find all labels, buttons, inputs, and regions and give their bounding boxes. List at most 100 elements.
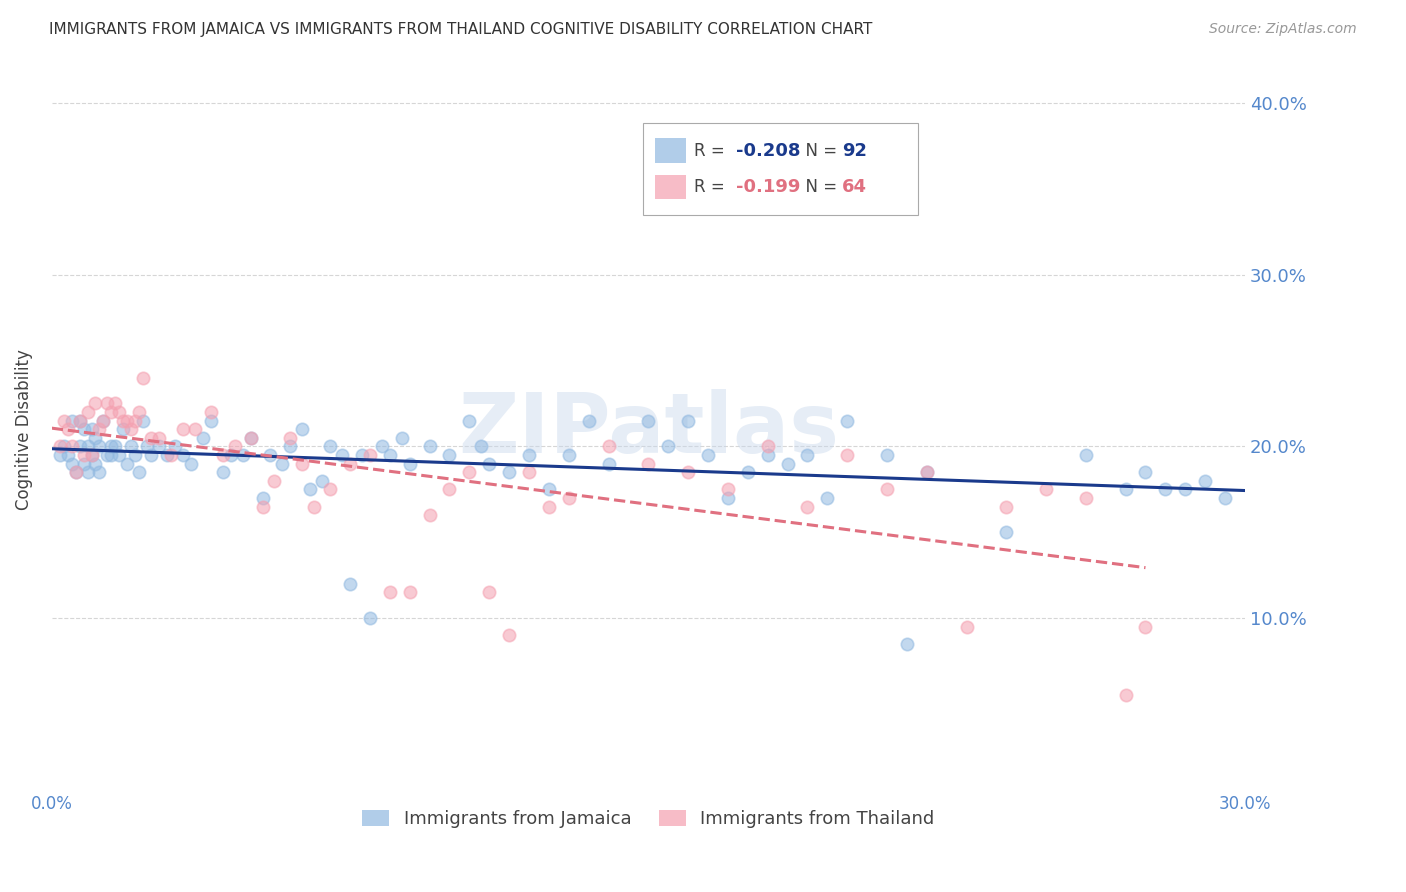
Point [112,414,135,428]
Point [108,405,131,419]
Point [80,422,103,436]
Text: -0.208: -0.208 [737,142,801,160]
Point [598,457,620,471]
Point [657,439,679,453]
Text: N =: N = [796,142,842,160]
Point [1213,491,1236,505]
Point [128,465,150,479]
Point [330,448,353,462]
Point [1174,483,1197,497]
Point [439,483,461,497]
Point [239,431,262,445]
Point [339,457,361,471]
Point [311,474,333,488]
Point [89,465,111,479]
Y-axis label: Cognitive Disability: Cognitive Disability [15,349,32,509]
Point [359,611,381,625]
Point [89,422,111,436]
Point [378,448,401,462]
Point [876,448,898,462]
Point [124,414,146,428]
Point [1115,689,1137,703]
Point [56,448,79,462]
Point [80,448,103,462]
Point [697,448,720,462]
Point [1035,483,1057,497]
Point [717,483,740,497]
Point [117,457,139,471]
Point [84,431,107,445]
Text: R =: R = [695,142,730,160]
Point [439,448,461,462]
Point [172,448,194,462]
Point [69,414,91,428]
Text: -0.199: -0.199 [737,178,801,196]
Point [141,448,163,462]
Point [104,396,127,410]
Point [837,414,859,428]
Point [65,465,87,479]
Point [419,508,441,522]
Text: R =: R = [695,178,730,196]
Point [76,405,98,419]
Point [252,491,274,505]
Point [96,396,118,410]
Point [498,628,520,642]
Point [458,414,481,428]
Point [76,439,98,453]
Point [60,439,83,453]
Point [200,405,222,419]
Point [60,457,83,471]
Point [676,414,699,428]
Point [756,448,779,462]
Point [995,525,1018,540]
Point [637,457,659,471]
Point [1154,483,1177,497]
Point [304,500,326,514]
Point [69,439,91,453]
Point [995,500,1018,514]
Point [60,414,83,428]
Point [319,439,342,453]
Point [108,448,131,462]
Point [1074,448,1097,462]
Text: IMMIGRANTS FROM JAMAICA VS IMMIGRANTS FROM THAILAND COGNITIVE DISABILITY CORRELA: IMMIGRANTS FROM JAMAICA VS IMMIGRANTS FR… [49,22,873,37]
Point [1135,465,1157,479]
Point [398,457,420,471]
Point [598,439,620,453]
Point [132,414,155,428]
Point [419,439,441,453]
Text: 64: 64 [842,178,868,196]
Point [100,439,122,453]
Point [148,439,170,453]
Text: ZIPatlas: ZIPatlas [458,389,839,470]
Point [180,457,202,471]
Point [537,483,560,497]
Point [896,637,918,651]
Point [498,465,520,479]
Point [124,448,146,462]
Point [319,483,342,497]
Point [141,431,163,445]
Point [132,370,155,384]
Point [717,491,740,505]
Point [398,585,420,599]
Point [737,465,759,479]
Text: 92: 92 [842,142,868,160]
Point [478,585,501,599]
Point [796,500,818,514]
Point [239,431,262,445]
Point [104,439,127,453]
Point [93,414,115,428]
Point [148,431,170,445]
Point [93,414,115,428]
Point [299,483,322,497]
Point [128,405,150,419]
Point [776,457,799,471]
Point [359,448,381,462]
Point [52,439,75,453]
Point [84,457,107,471]
Point [48,439,70,453]
Point [200,414,222,428]
Point [76,465,98,479]
